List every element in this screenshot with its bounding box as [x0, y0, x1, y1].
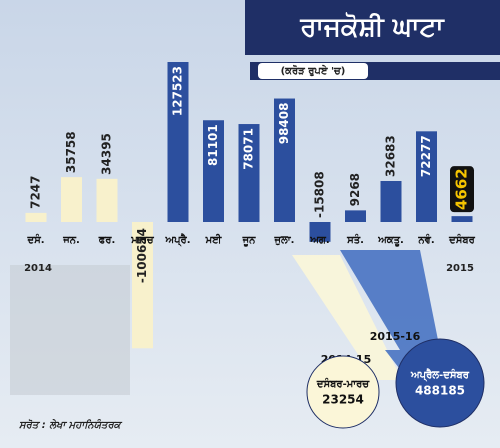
- value-label: 35758: [64, 131, 78, 173]
- subtitle: (ਕਰੋੜ ਰੁਪਏ 'ਚ): [281, 63, 346, 77]
- bar: [25, 212, 47, 222]
- summary-circle: [306, 355, 380, 429]
- value-label: 127523: [171, 66, 185, 116]
- value-label: 4662: [453, 168, 471, 210]
- highlight-box: [450, 166, 474, 213]
- period-label: 2015-16: [370, 330, 421, 343]
- source: ਸਰੋਤ : ਲੇਖਾ ਮਹਾਨਿਯੰਤਰਕ: [19, 418, 123, 431]
- bar: [167, 62, 189, 222]
- bar: [61, 177, 82, 222]
- value-label: 34395: [100, 133, 114, 175]
- x-tick-label: ਜੂਨ: [242, 235, 257, 247]
- value-label: -15808: [313, 171, 327, 218]
- summary-circle: [395, 338, 485, 428]
- bar: [380, 180, 402, 222]
- value-label: 32683: [384, 135, 398, 177]
- x-tick-label: ਮਈ: [205, 233, 223, 246]
- bar: [274, 98, 295, 222]
- x-tick-label: ਫਰ.: [98, 235, 116, 246]
- summary-value: 488185: [415, 384, 465, 398]
- x-tick-label: ਦਸੰ.: [26, 233, 44, 246]
- x-tick-label: ਅਪ੍ਰੈ.: [164, 233, 190, 247]
- value-label: 7247: [29, 176, 43, 209]
- value-label: 9268: [348, 173, 362, 206]
- arrow-2014-15: [292, 255, 402, 380]
- year-label: 2015: [446, 263, 474, 274]
- year-label: 2014: [24, 263, 52, 274]
- summary-months: ਅਪ੍ਰੈਲ-ਦਸੰਬਰ: [410, 368, 470, 382]
- title-banner: [245, 0, 500, 55]
- x-tick-label: ਜਨ.: [62, 235, 80, 246]
- x-tick-label: ਅਗ.: [309, 235, 329, 246]
- bar: [451, 216, 473, 222]
- summary-value: 23254: [322, 393, 364, 407]
- bar: [238, 124, 260, 222]
- x-tick-label: ਅਕਤੂ.: [377, 235, 404, 247]
- subtitle-box: [258, 63, 368, 79]
- summary-months: ਦਸੰਬਰ-ਮਾਰਚ: [316, 377, 371, 390]
- bar: [203, 120, 224, 222]
- x-tick-label: ਜੁਲਾ.: [274, 235, 295, 246]
- x-tick-label: ਦਸੰਬਰ: [448, 233, 476, 246]
- x-tick-label: ਨਵੰ.: [417, 233, 434, 246]
- chart-title: ਰਾਜਕੋਸ਼ੀ ਘਾਟਾ: [299, 12, 445, 43]
- banknote: [10, 265, 130, 395]
- value-label: 78071: [242, 128, 256, 170]
- bar: [132, 222, 153, 349]
- bar: [309, 222, 331, 242]
- value-label: 72277: [419, 135, 433, 177]
- value-label: 98408: [277, 103, 291, 145]
- value-label: -100654: [135, 228, 149, 283]
- x-tick-label: ਸਤੰ.: [346, 233, 364, 246]
- bar: [416, 131, 437, 222]
- x-tick-label: ਮਾਰਚ: [130, 235, 155, 246]
- bar: [96, 178, 118, 222]
- bar: [345, 210, 366, 222]
- value-label: 81101: [206, 124, 220, 166]
